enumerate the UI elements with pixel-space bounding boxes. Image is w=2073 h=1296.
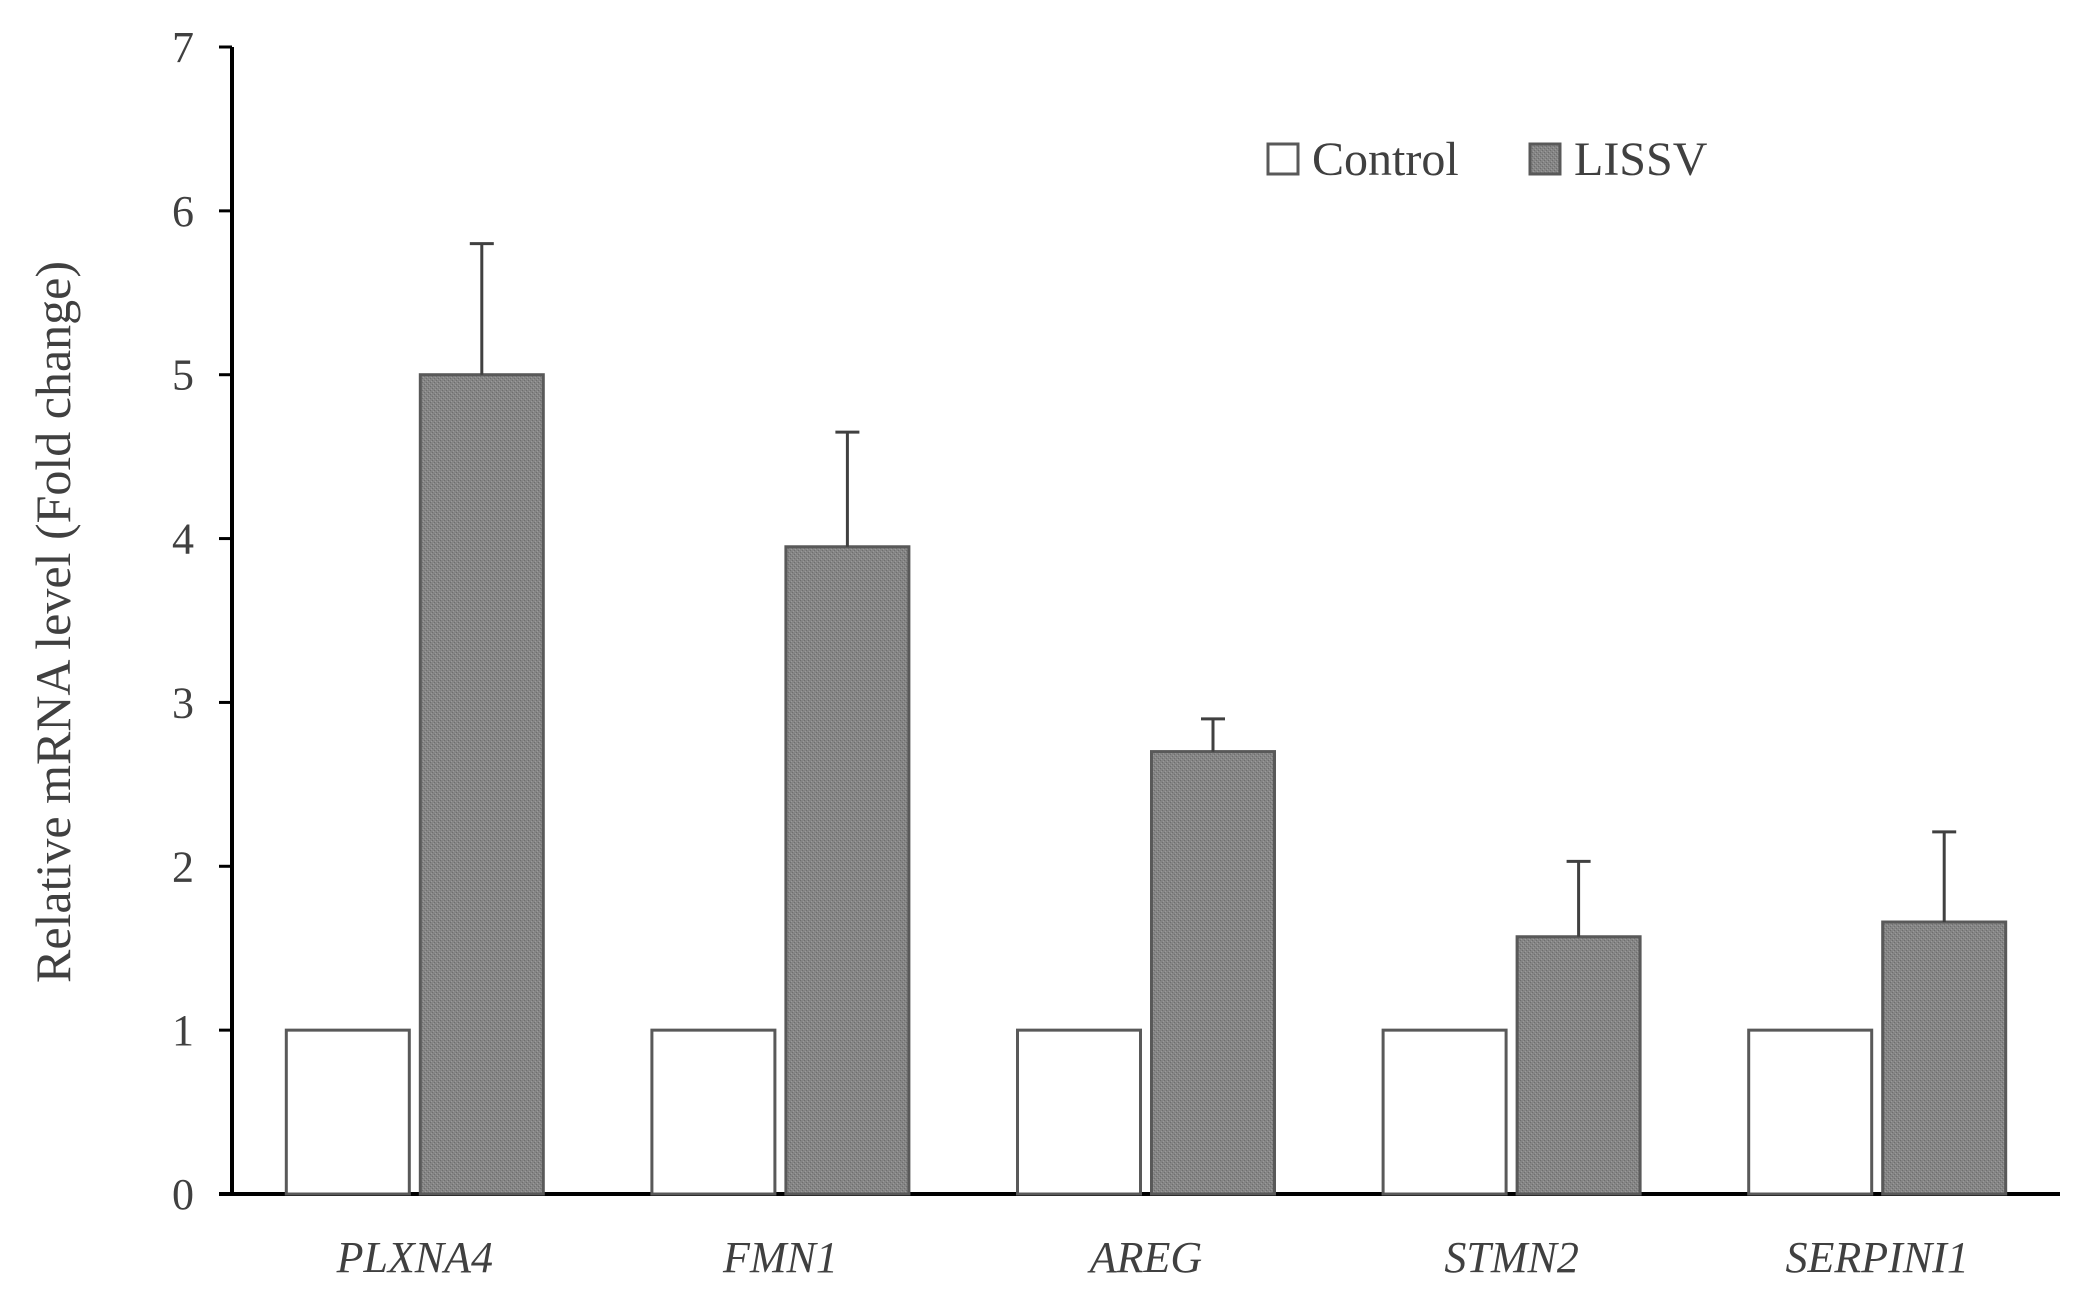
- y-tick-label: 1: [172, 1006, 194, 1055]
- bar-control-fmn1: [650, 1028, 777, 1196]
- bar-control-plxna4: [284, 1028, 411, 1196]
- y-tick-label: 4: [172, 515, 194, 564]
- legend-label-lissv: LISSV: [1574, 133, 1708, 186]
- x-category-label: SERPINI1: [1786, 1233, 1969, 1282]
- x-category-label: FMN1: [722, 1233, 838, 1282]
- legend-swatch-lissv: [1528, 142, 1562, 176]
- y-tick-label: 6: [172, 187, 194, 236]
- x-category-label: AREG: [1087, 1233, 1202, 1282]
- bar-control-serpini1: [1747, 1028, 1874, 1196]
- y-tick-label: 0: [172, 1170, 194, 1219]
- y-tick-label: 3: [172, 678, 194, 727]
- bar-lissv-fmn1: [784, 545, 911, 1196]
- error-bars-group: [469, 242, 1957, 937]
- bar-lissv-areg: [1150, 750, 1276, 1196]
- legend-label-control: Control: [1312, 133, 1459, 186]
- y-axis-title: Relative mRNA level (Fold change): [25, 261, 81, 983]
- y-tick-label: 7: [172, 23, 194, 72]
- bars-group: [284, 373, 2008, 1196]
- y-tick-label: 5: [172, 351, 194, 400]
- bar-control-stmn2: [1381, 1028, 1508, 1196]
- x-category-label: PLXNA4: [336, 1233, 493, 1282]
- bar-lissv-stmn2: [1515, 935, 1642, 1196]
- legend-swatch-control: [1266, 142, 1300, 176]
- bar-control-areg: [1016, 1028, 1142, 1196]
- legend: Control LISSV: [1266, 133, 1708, 186]
- y-tick-label: 2: [172, 842, 194, 891]
- y-axis: 0 1 2 3 4 5 6 7: [172, 23, 234, 1219]
- x-category-label: STMN2: [1444, 1233, 1578, 1282]
- bar-lissv-serpini1: [1881, 920, 2008, 1196]
- x-axis: PLXNA4 FMN1 AREG STMN2 SERPINI1: [219, 1192, 2060, 1282]
- bar-lissv-plxna4: [418, 373, 545, 1196]
